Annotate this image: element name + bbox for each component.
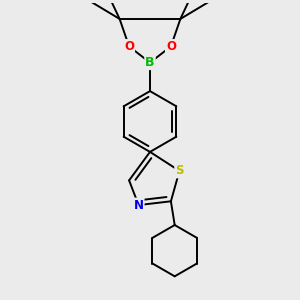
Text: N: N <box>134 199 144 212</box>
Text: S: S <box>175 164 184 177</box>
Text: O: O <box>166 40 176 53</box>
Text: O: O <box>124 40 134 53</box>
Text: B: B <box>145 56 155 69</box>
